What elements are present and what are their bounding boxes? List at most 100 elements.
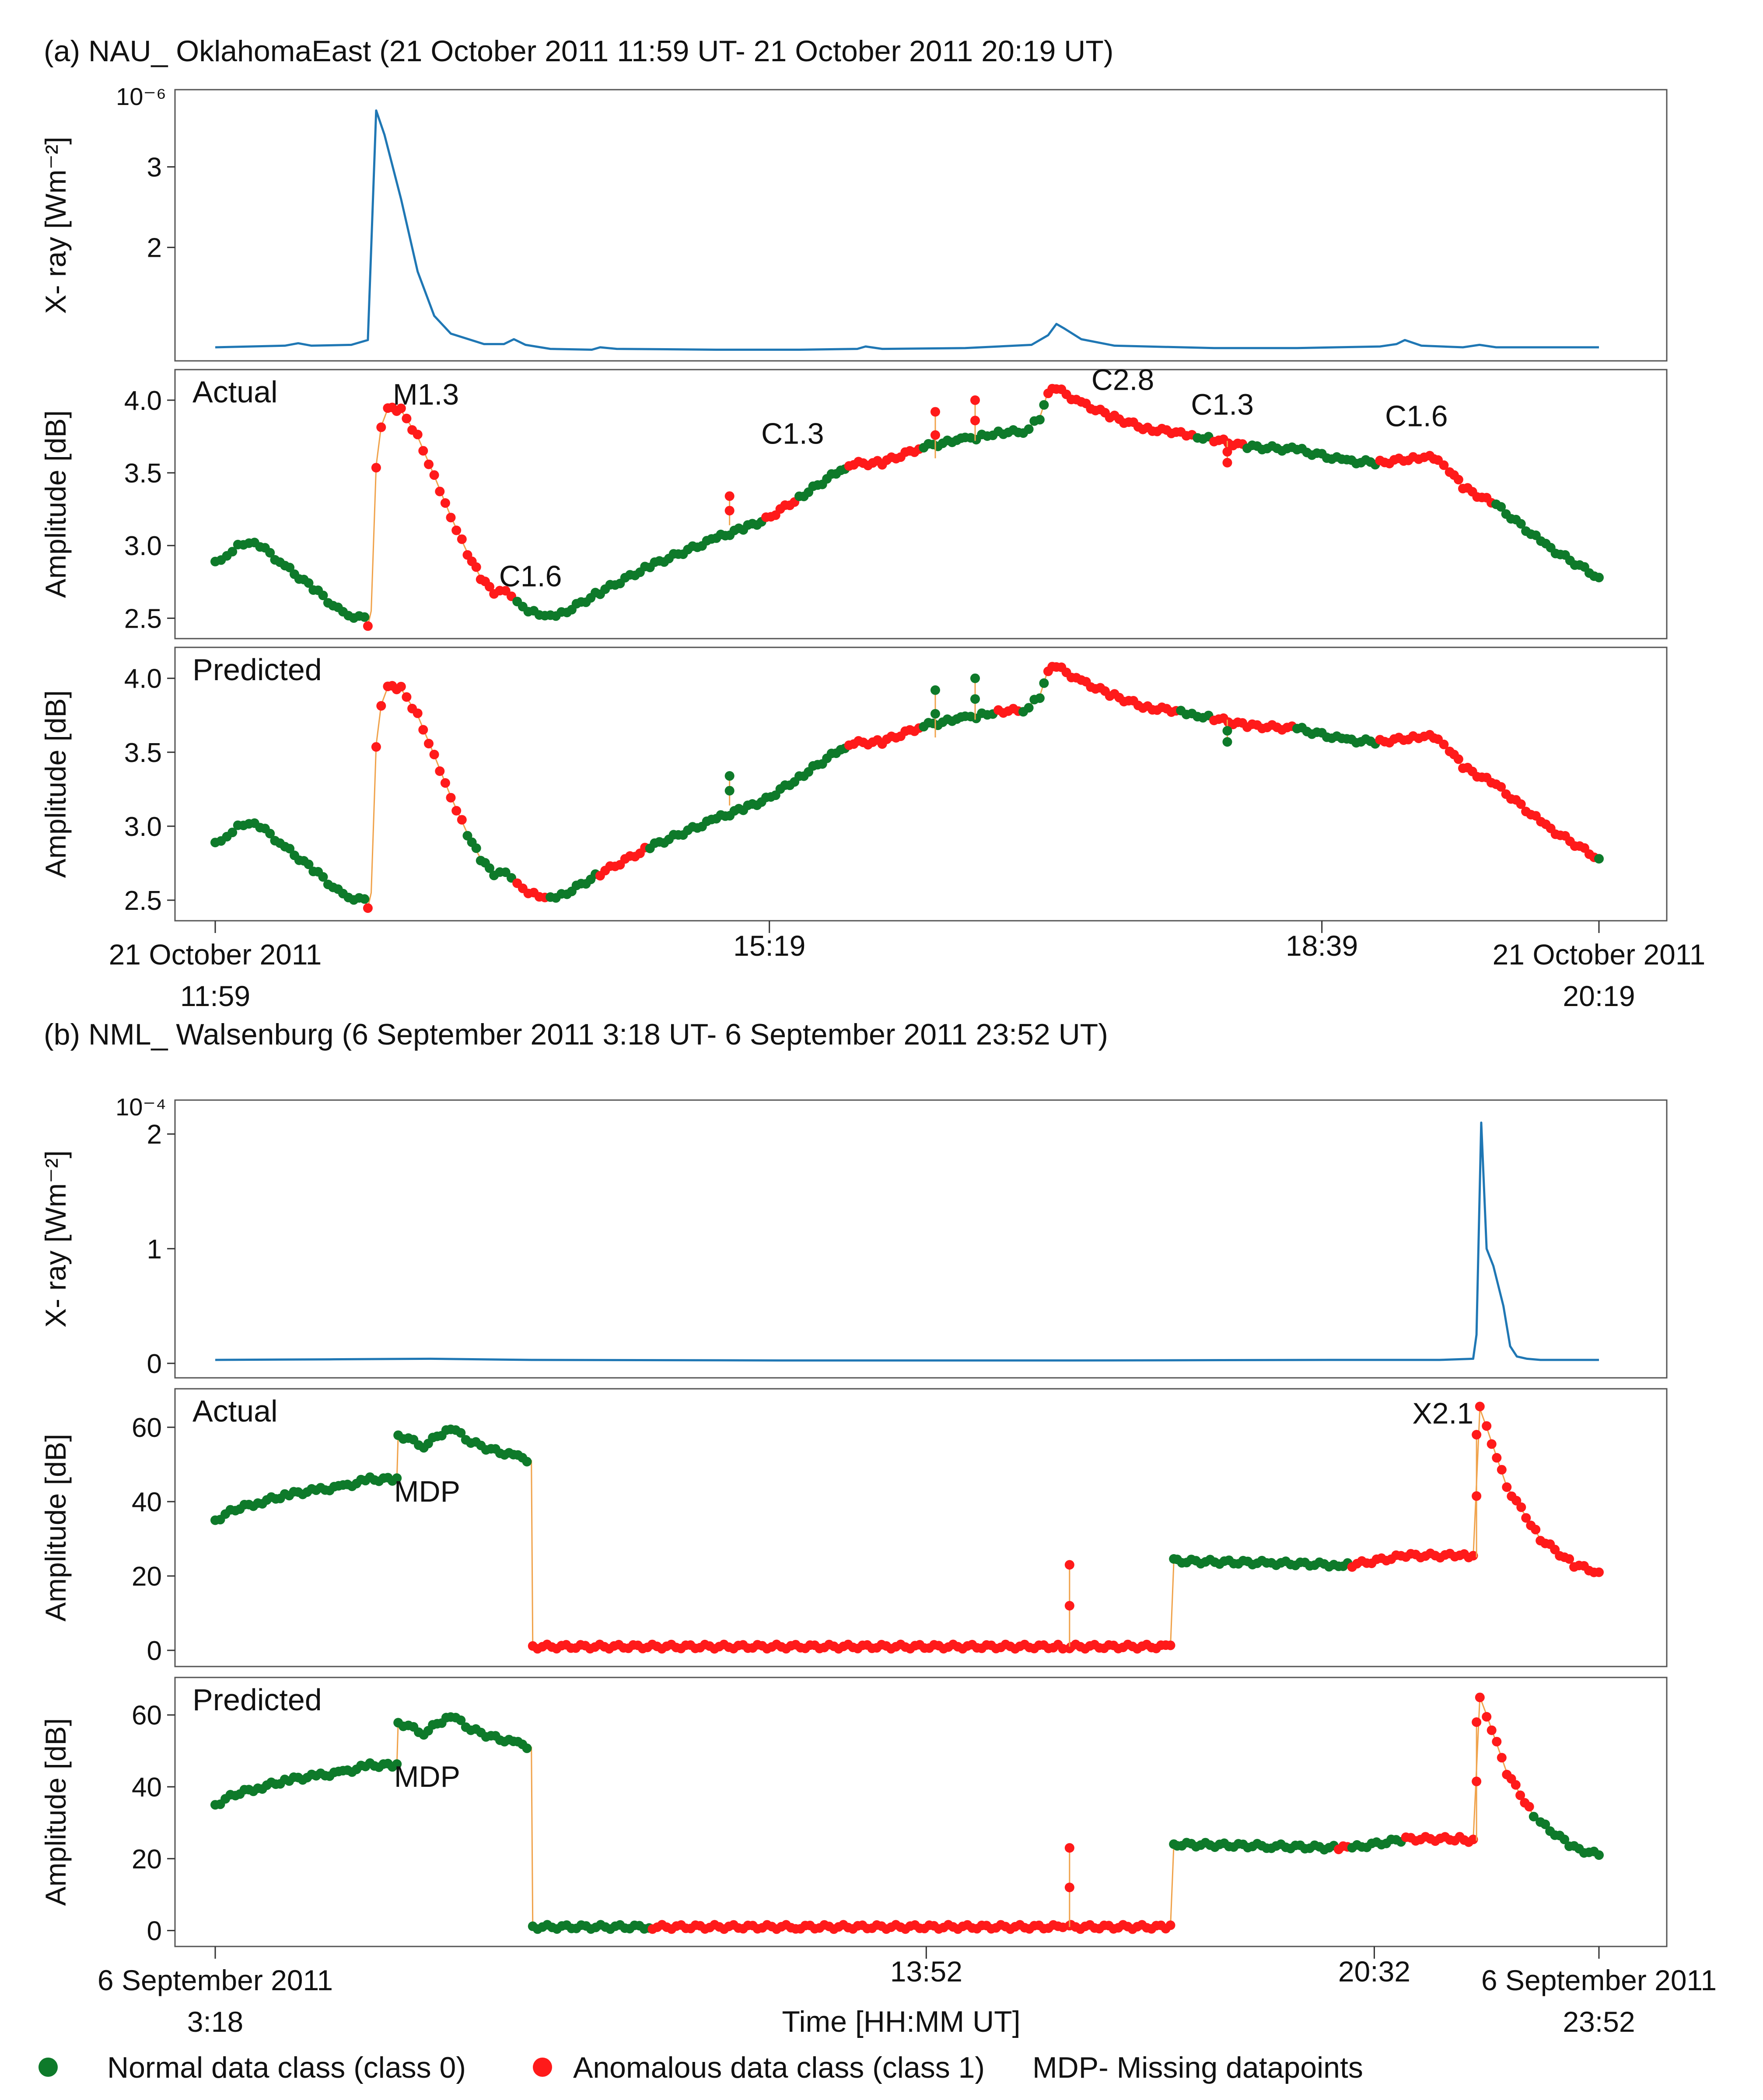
a-actual-spike-point [970,416,980,426]
a-predicted-data-point [424,739,434,748]
a-actual-spike-point [724,506,735,516]
a-actual-spike-point [930,430,940,440]
b-predicted-data-point [1492,1737,1502,1747]
time-tick-label-b: 6 September 2011 [98,1964,333,1996]
a-actual-data-point [227,547,238,557]
a-actual-data-point [435,486,445,496]
a-predicted-data-point [1516,799,1526,809]
b-xray-ytick-label: 1 [147,1234,162,1265]
b-actual-panel-label: Actual [192,1394,278,1428]
a-predicted-data-point [285,844,295,854]
b-actual-annotation: MDP [394,1475,460,1508]
a-predicted-data-point [227,828,238,838]
legend: Normal data class (class 0) Anomalous da… [38,2051,1363,2084]
b-predicted-data-point [1165,1920,1175,1930]
a-actual-spike-point [930,407,940,417]
a-xray-series-line [215,109,1599,351]
time-tick-sublabel-b: 3:18 [187,2006,243,2038]
a-actual-annotation: C1.3 [1191,388,1254,421]
b-predicted-spike-point [1472,1776,1482,1786]
a-xray-y-exponent: 10⁻⁶ [116,83,166,110]
a-predicted-data-point [265,828,275,839]
b-predicted-spike-point [1064,1843,1074,1853]
b-predicted-data-point [456,1715,466,1725]
a-actual-data-point [413,430,423,440]
a-actual-data-point [318,591,328,601]
a-predicted-data-point [485,863,494,873]
a-actual-data-point [451,525,462,535]
a-actual-data-point [440,498,450,508]
b-actual-data-point [522,1457,532,1467]
b-predicted-ylabel: Amplitude [dB] [39,1718,72,1906]
time-tick-label-b: 6 September 2011 [1481,1964,1717,1996]
a-predicted-data-point [457,815,467,825]
time-tick-sublabel-b: 23:52 [1563,2006,1635,2038]
a-actual-data-point [1496,502,1506,512]
title-b: (b) NML_ Walsenburg (6 September 2011 3:… [44,1018,1108,1051]
b-xray-y-exponent: 10⁻⁴ [115,1093,166,1121]
b-actual-data-point [456,1428,466,1438]
a-predicted-ytick-label: 3.5 [124,738,162,768]
b-predicted-data-point [1529,1812,1539,1822]
b-actual-ytick-label: 0 [147,1636,162,1666]
a-predicted-data-point [418,725,428,735]
a-actual-data-point [457,534,467,544]
b-actual-ytick-label: 20 [132,1562,162,1592]
b-predicted-ytick-label: 20 [132,1844,162,1874]
b-xray-series-line [215,1122,1599,1362]
a-actual-data-point [1516,519,1526,529]
time-tick-label-a: 21 October 2011 [1493,938,1706,971]
b-xray-ytick-label: 2 [147,1120,162,1150]
b-actual-data-point [1521,1513,1531,1523]
b-actual-data-point [1564,1554,1574,1564]
a-predicted-data-point [376,701,386,711]
a-predicted-data-point [1024,703,1034,713]
b-actual-data-point [1492,1453,1502,1463]
b-actual-spike-point [1472,1430,1482,1440]
a-actual-annotation: C1.6 [499,559,562,593]
a-actual-ytick-label: 2.5 [124,604,162,634]
x-axis-label: Time [HH:MM UT] [782,2005,1020,2038]
b-predicted-data-point [1497,1753,1507,1763]
time-axis-a: 21 October 2011 11:59 15:19 18:39 21 October… [109,921,1706,1012]
a-predicted-data-point [1039,678,1049,688]
time-tick-label-b: 20:32 [1338,1955,1410,1988]
a-predicted-ytick-label: 4.0 [124,664,162,694]
a-predicted-data-point [304,860,314,870]
panel-b-predicted: 0 20 40 60 Amplitude [dB] Predicted MDP [39,1677,1668,1947]
b-predicted-data-point [1487,1725,1497,1735]
b-actual-data-point [1487,1439,1497,1449]
a-predicted-data-point [363,903,373,913]
b-predicted-data-point [1468,1834,1478,1845]
legend-normal-marker [38,2058,58,2077]
panel-a-xray: 2 3 X- ray [Wm⁻²] 10⁻⁶ [39,83,1668,362]
b-predicted-spike-point [1064,1883,1074,1892]
a-predicted-spike-point [970,694,980,704]
a-predicted-data-point [1496,782,1506,792]
b-actual-data-point [1468,1551,1478,1561]
b-predicted-annotation: MDP [394,1760,460,1793]
b-actual-data-point [1497,1465,1507,1475]
a-actual-data-point [1035,415,1045,425]
b-actual-data-point [1165,1640,1175,1650]
a-actual-data-point [396,403,406,413]
b-actual-frame [174,1388,1668,1667]
b-actual-data-point [1482,1421,1492,1431]
b-predicted-data-point [1482,1712,1492,1722]
time-tick-label-a: 15:19 [733,929,805,962]
b-predicted-ytick-label: 0 [147,1916,162,1946]
a-xray-frame [174,89,1668,362]
a-actual-data-point [418,446,428,456]
b-predicted-ytick-label: 40 [132,1772,162,1803]
b-actual-spike-point [1064,1601,1074,1611]
b-actual-data-point [1594,1567,1604,1577]
a-actual-data-point [424,459,434,469]
a-predicted-spike-point [724,771,735,781]
a-actual-data-point [471,562,481,572]
b-actual-data-point [1516,1502,1526,1512]
a-actual-ytick-label: 3.5 [124,458,162,489]
time-tick-label-a: 18:39 [1286,929,1358,962]
b-actual-data-point [1502,1482,1512,1492]
a-xray-ytick-label: 2 [147,233,162,263]
